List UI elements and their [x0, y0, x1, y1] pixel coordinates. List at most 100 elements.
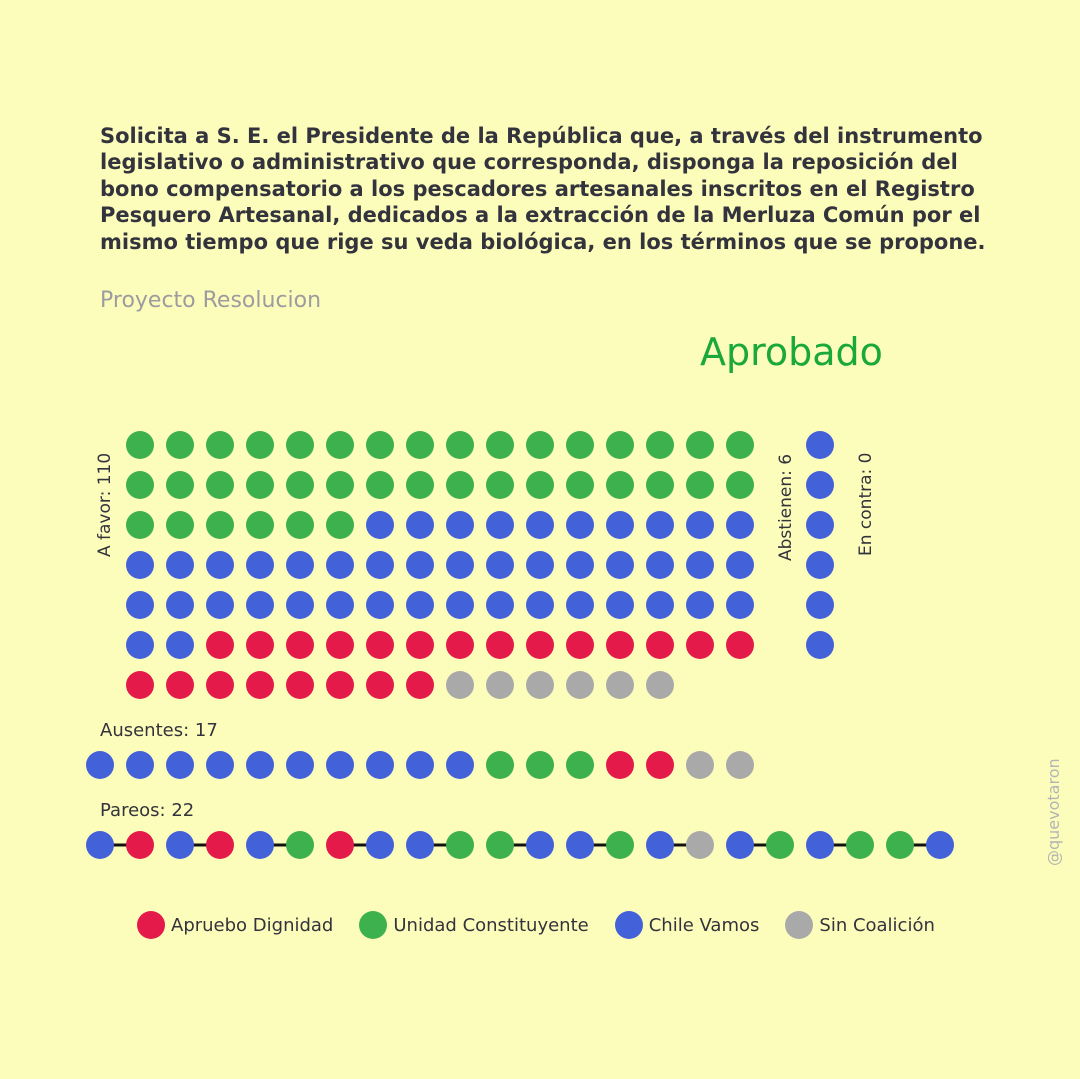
- a-favor-dot: [566, 471, 594, 499]
- a-favor-dot: [646, 671, 674, 699]
- a-favor-dot: [126, 671, 154, 699]
- a-favor-dot: [686, 431, 714, 459]
- ausentes-dot: [566, 751, 594, 779]
- credit-handle: @quevotaron: [1044, 758, 1063, 866]
- ausentes-dot: [646, 751, 674, 779]
- a-favor-dot: [246, 431, 274, 459]
- ausentes-dot: [206, 751, 234, 779]
- a-favor-dot: [486, 591, 514, 619]
- a-favor-dot: [526, 551, 554, 579]
- pareo-dot: [566, 831, 594, 859]
- a-favor-dot: [366, 671, 394, 699]
- vote-result: Aprobado: [700, 330, 883, 374]
- abstienen-dot: [806, 591, 834, 619]
- a-favor-dot: [286, 471, 314, 499]
- a-favor-label: A favor: 110: [95, 452, 115, 557]
- pareo-dot: [686, 831, 714, 859]
- pareo-dot: [886, 831, 914, 859]
- a-favor-dot: [326, 471, 354, 499]
- pareo-dot: [486, 831, 514, 859]
- abstienen-dot: [806, 471, 834, 499]
- legend-dot: [137, 911, 165, 939]
- a-favor-dot: [566, 671, 594, 699]
- ausentes-dot: [286, 751, 314, 779]
- abstienen-label: Abstienen: 6: [776, 453, 796, 561]
- legend-item-sin-coalicion: Sin Coalición: [785, 911, 935, 939]
- pareo-dot: [726, 831, 754, 859]
- a-favor-dot: [446, 511, 474, 539]
- pareo-dot: [806, 831, 834, 859]
- legend-item-unidad-constituyente: Unidad Constituyente: [359, 911, 589, 939]
- ausentes-dot: [366, 751, 394, 779]
- pareo-dot: [86, 831, 114, 859]
- pareo-dot: [286, 831, 314, 859]
- a-favor-dot: [686, 471, 714, 499]
- a-favor-dot: [126, 631, 154, 659]
- a-favor-dot: [726, 431, 754, 459]
- a-favor-dot: [606, 631, 634, 659]
- ausentes-dot: [166, 751, 194, 779]
- a-favor-dot: [566, 431, 594, 459]
- a-favor-dot: [646, 551, 674, 579]
- a-favor-dot: [286, 591, 314, 619]
- a-favor-dot: [406, 551, 434, 579]
- a-favor-dot: [606, 591, 634, 619]
- a-favor-dot: [446, 591, 474, 619]
- a-favor-dot: [646, 591, 674, 619]
- a-favor-dot: [326, 591, 354, 619]
- ausentes-dot: [446, 751, 474, 779]
- a-favor-dot: [566, 631, 594, 659]
- a-favor-dot: [126, 551, 154, 579]
- pareos-label: Pareos: 22: [100, 800, 195, 821]
- a-favor-dot: [526, 471, 554, 499]
- a-favor-dot: [606, 471, 634, 499]
- a-favor-dot: [526, 591, 554, 619]
- a-favor-dot: [566, 591, 594, 619]
- a-favor-dot: [206, 591, 234, 619]
- a-favor-dot: [526, 671, 554, 699]
- a-favor-dot: [646, 631, 674, 659]
- a-favor-dot: [366, 511, 394, 539]
- pareo-dot: [326, 831, 354, 859]
- a-favor-dot: [446, 551, 474, 579]
- motion-type: Proyecto Resolucion: [100, 288, 322, 313]
- a-favor-dot: [366, 471, 394, 499]
- a-favor-dot: [486, 431, 514, 459]
- a-favor-dot: [126, 431, 154, 459]
- pareo-dot: [526, 831, 554, 859]
- a-favor-dot: [606, 511, 634, 539]
- pareo-dot: [366, 831, 394, 859]
- a-favor-dot: [406, 631, 434, 659]
- a-favor-dot: [286, 431, 314, 459]
- legend-label: Apruebo Dignidad: [171, 914, 334, 936]
- a-favor-dot: [726, 591, 754, 619]
- a-favor-dot: [726, 511, 754, 539]
- a-favor-dot: [686, 591, 714, 619]
- a-favor-dot: [246, 631, 274, 659]
- a-favor-dot: [246, 471, 274, 499]
- a-favor-dot: [126, 511, 154, 539]
- a-favor-dot: [606, 671, 634, 699]
- a-favor-dot: [366, 631, 394, 659]
- a-favor-dot: [366, 591, 394, 619]
- a-favor-dot: [526, 631, 554, 659]
- a-favor-dot: [486, 631, 514, 659]
- a-favor-dot: [406, 511, 434, 539]
- a-favor-dot: [446, 671, 474, 699]
- a-favor-dot: [126, 471, 154, 499]
- a-favor-dot: [206, 511, 234, 539]
- a-favor-dot: [206, 631, 234, 659]
- a-favor-dot: [166, 471, 194, 499]
- a-favor-dot: [526, 431, 554, 459]
- ausentes-label: Ausentes: 17: [100, 720, 218, 741]
- ausentes-dot: [406, 751, 434, 779]
- a-favor-dot: [726, 471, 754, 499]
- pareo-dot: [246, 831, 274, 859]
- a-favor-dot: [166, 631, 194, 659]
- a-favor-dot: [646, 511, 674, 539]
- legend-label: Sin Coalición: [819, 914, 935, 936]
- legend-label: Unidad Constituyente: [393, 914, 589, 936]
- a-favor-dot: [486, 671, 514, 699]
- legend-dot: [614, 911, 643, 939]
- a-favor-dot: [286, 671, 314, 699]
